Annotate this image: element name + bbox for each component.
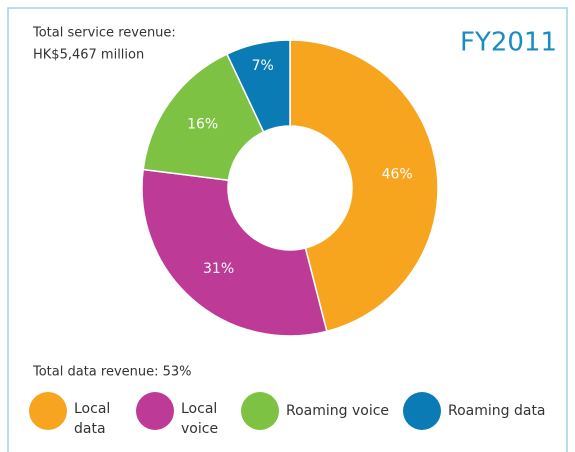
pie-slice <box>142 53 265 182</box>
legend-label: Roaming voice <box>286 403 390 419</box>
data-label: 46% <box>382 166 413 182</box>
legend-label: Local data <box>74 401 111 437</box>
data-label: 16% <box>187 117 218 133</box>
legend-swatch <box>29 392 67 430</box>
pie-slice <box>225 39 291 133</box>
legend-swatch <box>241 392 279 430</box>
legend-swatch <box>136 392 174 430</box>
pie-slice <box>289 39 439 333</box>
annotation: Total data revenue: 53% <box>32 365 192 380</box>
data-label: 31% <box>203 261 234 277</box>
annotation: HK$5,467 million <box>33 48 144 63</box>
legend-label: Local voice <box>181 401 219 437</box>
chart-title: FY2011 <box>460 28 557 58</box>
legend-label: Roaming data <box>448 403 546 419</box>
pie-slice <box>141 168 328 337</box>
frame <box>7 7 568 452</box>
legend-swatch <box>403 392 441 430</box>
data-label: 7% <box>252 58 274 74</box>
annotation: Total service revenue: <box>32 26 176 41</box>
